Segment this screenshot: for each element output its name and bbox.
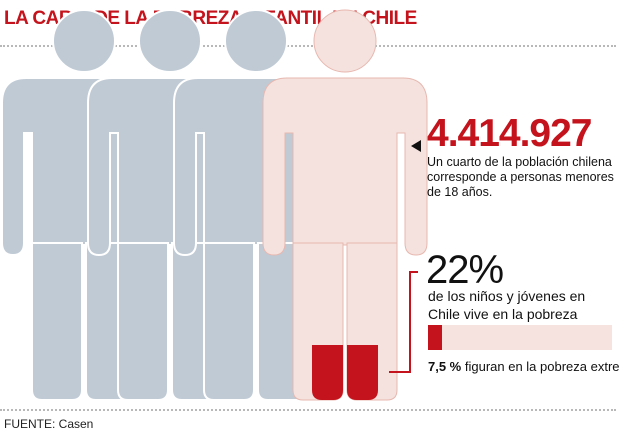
- red-legs: [312, 345, 378, 400]
- poverty-percent: 22%: [426, 248, 504, 292]
- extreme-poverty-note: 7,5 % figuran en la pobreza extrema: [428, 359, 620, 374]
- extreme-poverty-text: figuran en la pobreza extrema: [461, 359, 620, 374]
- extreme-poverty-percent: 7,5 %: [428, 359, 462, 374]
- person-figure-highlight: [262, 9, 428, 401]
- title-divider: [0, 45, 616, 47]
- population-note: Un cuarto de la población chilena corres…: [427, 155, 614, 199]
- population-number: 4.414.927: [427, 112, 593, 155]
- bottom-divider: [0, 409, 616, 411]
- source-credit: FUENTE: Casen: [4, 417, 94, 431]
- connector-line: [389, 271, 418, 373]
- extreme-poverty-bar-fill: [428, 325, 442, 350]
- pointer-triangle: [411, 140, 421, 152]
- poverty-note: de los niños y jóvenes en Chile vive en …: [428, 288, 586, 322]
- extreme-poverty-bar: [428, 325, 612, 350]
